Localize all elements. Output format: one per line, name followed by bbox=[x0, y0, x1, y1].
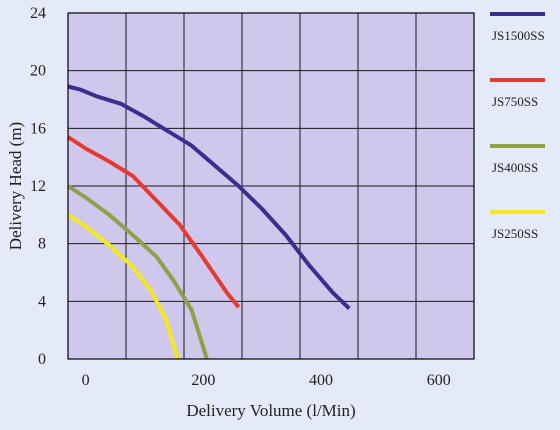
x-tick-label: 600 bbox=[427, 372, 451, 389]
legend-label-js1500ss: JS1500SS bbox=[492, 28, 545, 43]
x-tick-label: 0 bbox=[82, 372, 90, 389]
y-tick-labels: 0 4 8 12 16 20 24 bbox=[30, 5, 46, 368]
series-line-js750ss bbox=[66, 135, 241, 309]
x-tick-label: 400 bbox=[309, 372, 333, 389]
y-tick-label: 4 bbox=[38, 293, 46, 310]
legend: JS1500SS JS750SS JS400SS JS250SS bbox=[490, 12, 545, 241]
x-tick-labels: 0 200 400 600 bbox=[82, 372, 451, 389]
series-line-js250ss bbox=[66, 213, 180, 360]
y-tick-label: 24 bbox=[30, 5, 46, 22]
legend-label-js400ss: JS400SS bbox=[492, 160, 538, 175]
y-axis-title: Delivery Head (m) bbox=[6, 122, 25, 250]
plot-border bbox=[67, 12, 475, 360]
y-tick-label: 8 bbox=[38, 236, 46, 253]
y-tick-label: 20 bbox=[30, 63, 46, 80]
y-tick-label: 16 bbox=[30, 120, 46, 137]
y-tick-label: 0 bbox=[38, 351, 46, 368]
series-line-js400ss bbox=[66, 184, 209, 360]
y-tick-label: 12 bbox=[30, 178, 46, 195]
x-axis-title: Delivery Volume (l/Min) bbox=[186, 401, 355, 420]
legend-label-js250ss: JS250SS bbox=[492, 226, 538, 241]
grid-lines bbox=[68, 13, 474, 359]
series-lines bbox=[66, 84, 351, 360]
x-tick-label: 200 bbox=[191, 372, 215, 389]
legend-label-js750ss: JS750SS bbox=[492, 94, 538, 109]
series-line-js1500ss bbox=[67, 84, 351, 310]
